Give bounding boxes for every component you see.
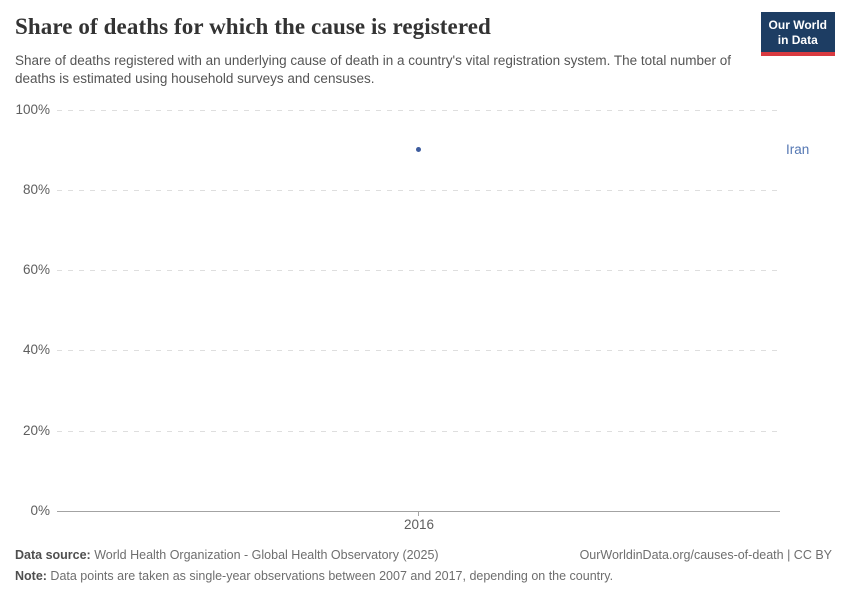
- footer-source-text: World Health Organization - Global Healt…: [90, 548, 439, 562]
- x-axis-tick: [418, 511, 419, 516]
- y-axis-tick-label: 80%: [22, 182, 50, 197]
- gridline-20: [57, 431, 780, 432]
- y-axis-tick-label: 20%: [22, 423, 50, 438]
- owid-logo[interactable]: Our World in Data: [760, 12, 835, 56]
- y-axis-tick-label: 60%: [22, 262, 50, 277]
- footer-note-label: Note:: [15, 569, 47, 583]
- gridline-60: [57, 270, 780, 271]
- owid-logo-line2: in Data: [777, 33, 818, 47]
- chart-subtitle: Share of deaths registered with an under…: [15, 53, 731, 86]
- gridline-100: [57, 110, 780, 111]
- y-axis-tick-label: 0%: [30, 503, 50, 518]
- footer-attribution[interactable]: OurWorldinData.org/causes-of-death | CC …: [579, 548, 832, 562]
- footer-source: Data source: World Health Organization -…: [15, 548, 439, 562]
- entity-label-iran[interactable]: Iran: [786, 142, 810, 157]
- x-axis-tick-label: 2016: [403, 517, 435, 532]
- gridline-40: [57, 350, 780, 351]
- y-axis-tick-label: 40%: [22, 342, 50, 357]
- chart-title: Share of deaths for which the cause is r…: [15, 14, 491, 39]
- owid-logo-line1: Our World: [768, 18, 827, 32]
- footer-note-text: Data points are taken as single-year obs…: [46, 569, 614, 583]
- gridline-80: [57, 190, 780, 191]
- data-point-iran[interactable]: [416, 147, 421, 152]
- footer-note: Note: Data points are taken as single-ye…: [15, 569, 613, 583]
- y-axis-tick-label: 100%: [15, 102, 50, 117]
- footer-source-label: Data source:: [15, 548, 91, 562]
